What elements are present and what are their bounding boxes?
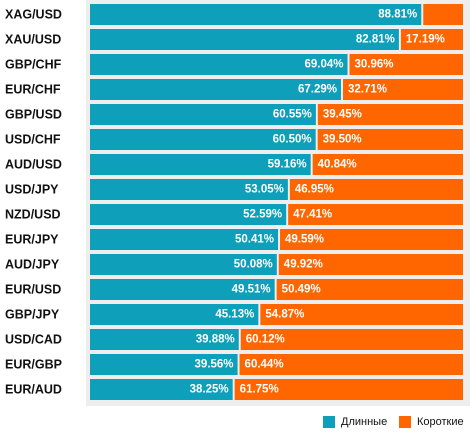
- long-value-label: 49.51%: [232, 284, 271, 296]
- long-value-label: 50.41%: [235, 234, 274, 246]
- legend-label-long: Длинные: [341, 416, 387, 428]
- short-bar: [239, 354, 463, 375]
- category-label: AUD/JPY: [5, 258, 60, 272]
- category-label: GBP/CHF: [5, 58, 62, 72]
- long-value-label: 88.81%: [378, 9, 417, 21]
- long-bar: [90, 354, 238, 375]
- long-value-label: 53.05%: [245, 184, 284, 196]
- long-value-label: 45.13%: [215, 309, 254, 321]
- long-value-label: 59.16%: [268, 159, 307, 171]
- short-value-label: 47.41%: [293, 209, 332, 221]
- short-value-label: 60.44%: [245, 359, 284, 371]
- long-value-label: 52.59%: [243, 209, 282, 221]
- short-bar: [280, 229, 463, 250]
- long-value-label: 39.88%: [196, 334, 235, 346]
- short-value-label: 17.19%: [406, 34, 445, 46]
- short-value-label: 46.95%: [295, 184, 334, 196]
- long-bar: [90, 4, 422, 25]
- short-value-label: 61.75%: [240, 384, 279, 396]
- short-value-label: 32.71%: [348, 84, 387, 96]
- legend: Длинные Короткие: [323, 416, 464, 428]
- short-bar: [260, 304, 463, 325]
- category-label: EUR/AUD: [5, 383, 62, 397]
- long-bar: [90, 179, 288, 200]
- long-bar: [90, 229, 279, 250]
- short-bar: [312, 154, 463, 175]
- short-value-label: 39.45%: [323, 109, 362, 121]
- short-value-label: 49.92%: [284, 259, 323, 271]
- short-bar: [276, 279, 463, 300]
- long-bar: [90, 204, 287, 225]
- long-value-label: 60.55%: [273, 109, 312, 121]
- long-bar: [90, 79, 341, 100]
- bar-group: XAG/USD 88.81% XAU/USD 82.81% 17.19% GBP/CHF 6…: [5, 4, 463, 400]
- long-value-label: 82.81%: [356, 34, 395, 46]
- category-label: GBP/USD: [5, 108, 62, 122]
- short-value-label: 49.59%: [285, 234, 324, 246]
- long-bar: [90, 279, 275, 300]
- short-bar: [289, 179, 463, 200]
- short-value-label: 54.87%: [265, 309, 304, 321]
- long-value-label: 39.56%: [195, 359, 234, 371]
- long-bar: [90, 254, 277, 275]
- short-bar: [317, 104, 463, 125]
- category-label: EUR/JPY: [5, 233, 59, 247]
- category-label: XAU/USD: [5, 33, 61, 47]
- short-bar: [317, 129, 463, 150]
- short-value-label: 50.49%: [282, 284, 321, 296]
- long-bar: [90, 29, 399, 50]
- long-value-label: 50.08%: [234, 259, 273, 271]
- category-label: NZD/USD: [5, 208, 61, 222]
- short-value-label: 60.12%: [246, 334, 285, 346]
- category-label: AUD/USD: [5, 158, 62, 172]
- short-value-label: 30.96%: [355, 59, 394, 71]
- long-bar: [90, 129, 316, 150]
- short-bar: [288, 204, 463, 225]
- long-bar: [90, 104, 316, 125]
- category-label: USD/CAD: [5, 333, 62, 347]
- short-bar: [349, 54, 463, 75]
- short-value-label: 40.84%: [318, 159, 357, 171]
- category-label: EUR/GBP: [5, 358, 62, 372]
- category-label: XAG/USD: [5, 8, 62, 22]
- short-bar: [240, 329, 463, 350]
- short-bar: [423, 4, 463, 25]
- category-label: USD/JPY: [5, 183, 59, 197]
- category-label: USD/CHF: [5, 133, 61, 147]
- short-value-label: 39.50%: [323, 134, 362, 146]
- long-bar: [90, 54, 348, 75]
- long-value-label: 67.29%: [298, 84, 337, 96]
- long-value-label: 60.50%: [273, 134, 312, 146]
- short-bar: [342, 79, 463, 100]
- category-label: GBP/JPY: [5, 308, 60, 322]
- long-bar: [90, 154, 311, 175]
- legend-swatch-short: [399, 416, 411, 428]
- long-value-label: 38.25%: [190, 384, 229, 396]
- category-label: EUR/CHF: [5, 83, 61, 97]
- legend-swatch-long: [323, 416, 335, 428]
- long-bar: [90, 379, 233, 400]
- short-bar: [234, 379, 463, 400]
- short-bar: [278, 254, 463, 275]
- long-bar: [90, 329, 239, 350]
- legend-label-short: Короткие: [417, 416, 464, 428]
- category-label: EUR/USD: [5, 283, 61, 297]
- short-bar: [400, 29, 463, 50]
- long-value-label: 69.04%: [305, 59, 344, 71]
- long-bar: [90, 304, 259, 325]
